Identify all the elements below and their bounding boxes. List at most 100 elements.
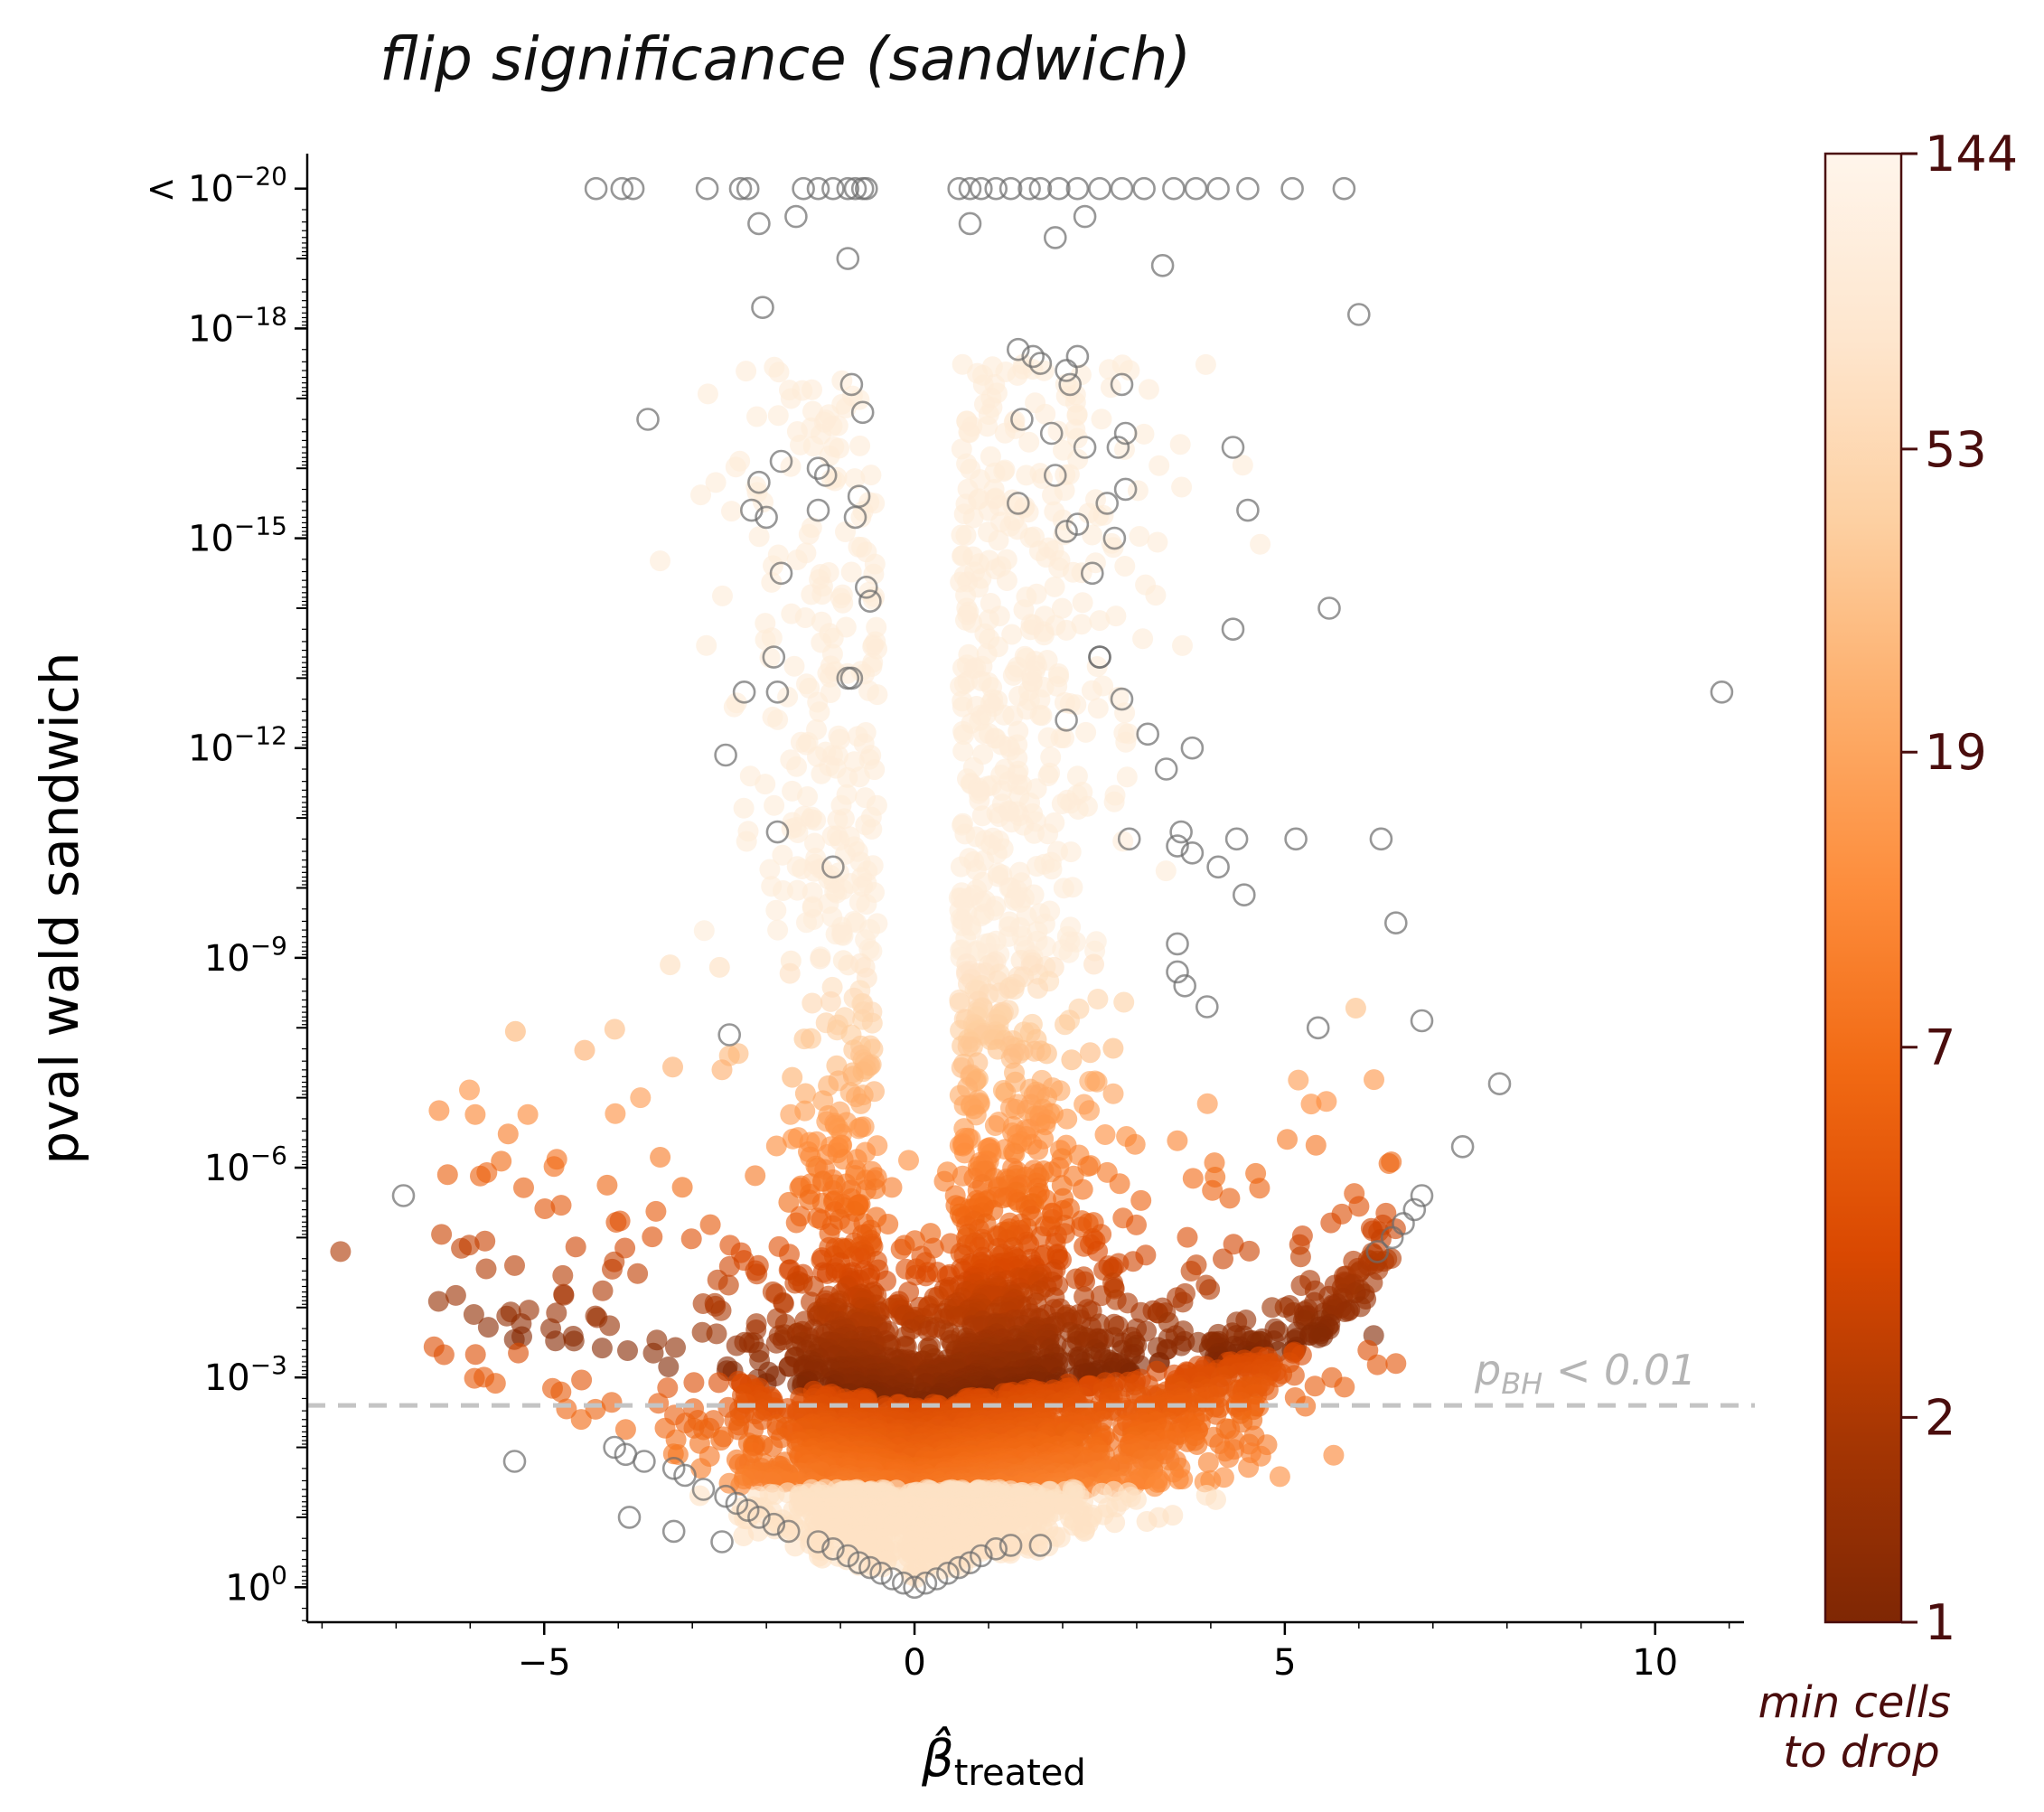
flip-point [861, 819, 883, 840]
flip-point [553, 1284, 575, 1306]
threshold-label-rest: < 0.01 [1542, 1346, 1696, 1394]
no-flip-point [1710, 680, 1734, 704]
flip-point [1238, 1457, 1260, 1479]
flip-point [1103, 791, 1125, 812]
flip-point [1060, 841, 1082, 863]
flip-point [445, 1284, 466, 1306]
flip-point [1053, 878, 1074, 899]
no-flip-point [1224, 827, 1249, 851]
flip-point [952, 740, 974, 762]
flip-point [1066, 427, 1088, 449]
flip-point [690, 484, 711, 506]
flip-point [1180, 1261, 1202, 1282]
flip-point [1047, 420, 1069, 442]
flip-point [1055, 1014, 1075, 1036]
x-tick-label: −5 [518, 1642, 571, 1684]
no-flip-point [1236, 176, 1260, 201]
flip-point [1051, 597, 1073, 619]
flip-point [765, 1135, 787, 1157]
flip-point [736, 361, 757, 382]
flip-point [470, 1165, 491, 1187]
flip-point [1167, 1469, 1189, 1490]
flip-point [1098, 359, 1120, 380]
no-flip-point [1065, 344, 1090, 369]
no-flip-point [1332, 176, 1356, 201]
flip-point [804, 832, 825, 854]
flip-point [697, 383, 718, 405]
flip-point [1149, 455, 1170, 476]
no-flip-point [1110, 176, 1134, 201]
flip-point [779, 962, 801, 984]
flip-point [971, 805, 993, 827]
flip-point [746, 1263, 768, 1285]
flip-point [832, 925, 854, 946]
flip-point [645, 1200, 667, 1222]
flip-point [827, 809, 849, 831]
flip-point [733, 1526, 755, 1546]
flip-point [545, 1330, 567, 1352]
no-flip-point [714, 743, 737, 767]
flip-point [725, 456, 746, 478]
flip-point [1116, 766, 1138, 788]
flip-point [1126, 1214, 1147, 1235]
flip-point [819, 445, 840, 466]
flip-point [723, 696, 745, 718]
flip-point [1075, 721, 1097, 743]
flip-point [782, 1128, 803, 1150]
flip-point [1109, 1173, 1130, 1195]
flip-point [436, 1164, 458, 1186]
flip-point [1277, 1129, 1298, 1150]
flip-point [779, 1244, 800, 1265]
flip-point [665, 1337, 686, 1358]
flip-point [955, 524, 977, 546]
flip-point [706, 1323, 727, 1345]
flip-point [1042, 484, 1063, 506]
flip-point [1305, 1134, 1327, 1156]
flip-point [1196, 1093, 1218, 1114]
flip-point [1104, 1512, 1126, 1534]
flip-point [574, 1039, 595, 1061]
flip-point [1316, 1091, 1337, 1113]
flip-point [736, 831, 757, 852]
flip-point [504, 1254, 525, 1276]
flip-point [1001, 624, 1023, 645]
flip-point [427, 1291, 449, 1312]
flip-point [1074, 1521, 1095, 1542]
flip-point [801, 584, 822, 606]
flip-point [811, 763, 832, 784]
flip-point [1202, 1179, 1224, 1201]
flip-point [952, 696, 973, 718]
flip-point [830, 728, 850, 750]
flip-point [863, 563, 885, 585]
no-flip-point [836, 247, 860, 270]
flip-point [1136, 1511, 1158, 1532]
flip-point [969, 790, 990, 812]
flip-point [1167, 1130, 1188, 1151]
flip-point [1040, 746, 1062, 768]
flip-point [785, 1212, 807, 1234]
flip-point [1348, 1196, 1370, 1217]
flip-point [592, 1280, 614, 1301]
flip-point [1033, 624, 1055, 646]
flip-point [778, 1191, 800, 1213]
flip-point [627, 1263, 649, 1284]
flip-point [1031, 705, 1053, 727]
flip-point [1186, 1434, 1208, 1455]
flip-point [717, 1274, 739, 1296]
flip-point [1289, 1246, 1311, 1268]
flip-point [1129, 526, 1150, 547]
flip-point [1089, 610, 1111, 632]
flip-point [605, 1103, 626, 1124]
flip-point [508, 1342, 530, 1364]
flip-point [513, 1177, 534, 1198]
flip-point [1132, 628, 1154, 650]
chart-title: flip significance (sandwich) [380, 24, 1191, 94]
flip-point [642, 1342, 664, 1364]
flip-point [1112, 831, 1134, 852]
flip-point [463, 1304, 484, 1325]
flip-point [667, 1444, 689, 1465]
flip-point [856, 894, 877, 915]
flip-point [1232, 455, 1253, 476]
flip-point [726, 1335, 747, 1357]
flip-point [1083, 953, 1104, 975]
